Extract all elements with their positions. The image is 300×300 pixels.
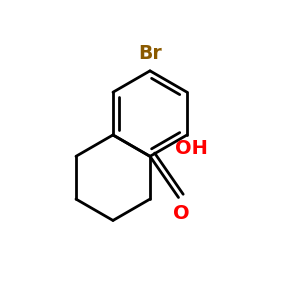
Text: OH: OH (175, 139, 208, 158)
Text: Br: Br (138, 44, 162, 63)
Text: O: O (173, 204, 190, 223)
